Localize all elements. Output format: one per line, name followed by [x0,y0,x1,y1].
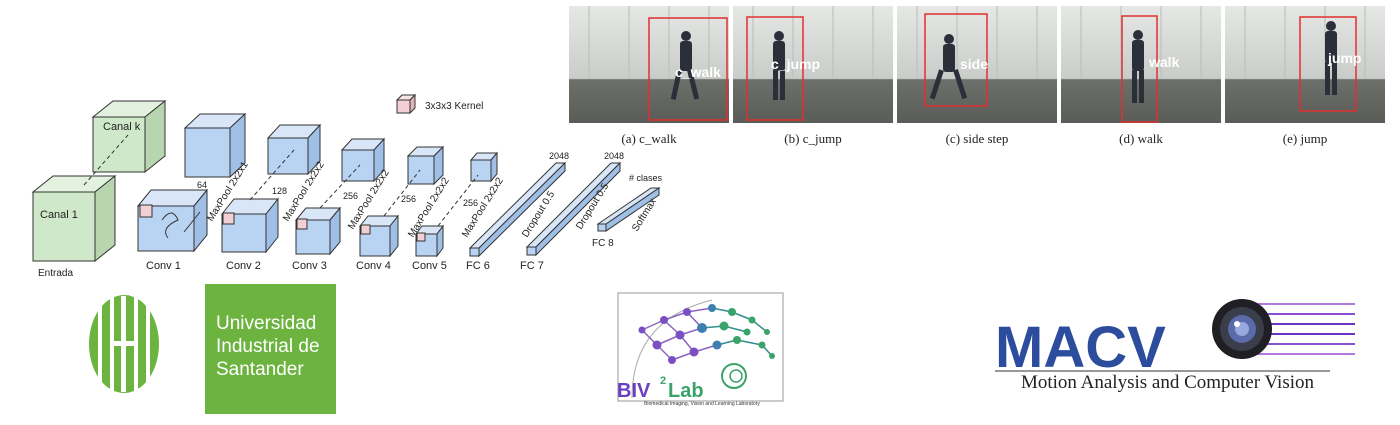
layer-label-conv3: Conv 3 [292,260,327,272]
dim-label-conv3: 256 [343,191,358,201]
channel-k-label: Canal k [103,121,141,133]
uis-emblem-logo [89,295,159,393]
input-cube-k [91,99,167,174]
layer-label-fc8: FC 8 [592,238,614,249]
person-figure [929,34,968,100]
dim-label-conv2: 128 [272,186,287,196]
fc7-bar [525,161,622,257]
frame-caption-c: (c) side step [945,131,1009,146]
dim-label-conv4: 256 [401,194,416,204]
uis-logo-box [205,284,336,414]
frame-caption-e: (e) jump [1282,131,1328,146]
biv2lab-superscript: 2 [660,375,666,387]
video-frame-walk: walk [1061,6,1221,123]
video-frame-jump: jump [1225,6,1385,123]
macv-name: MACV [995,315,1166,380]
person-figure [670,31,700,100]
bounding-box [648,17,728,121]
conv4-block [358,145,445,258]
frame-label-overlay: c_walk [675,64,721,80]
video-frame-side-step: side [897,6,1057,123]
layer-label-conv4: Conv 4 [356,260,391,272]
frame-caption-b: (b) c_jump [784,131,842,146]
uis-logo-line: Universidad [216,313,317,334]
channel-1-label: Canal 1 [40,209,78,221]
conv1-block [136,112,247,253]
uis-logo-text: Universidad Industrial de Santander [216,312,320,381]
kernel-legend-label: 3x3x3 Kernel [425,101,483,112]
frame-label-overlay: side [960,56,988,72]
bounding-box [746,16,804,121]
video-frame-c-walk: c_walk [569,6,729,123]
frame-label-overlay: walk [1148,54,1180,70]
frame-caption-a: (a) c_walk [621,131,677,146]
cnn-diagram: Canal 1 Canal k Entrada 3x3x3 Kernel Con… [31,93,663,279]
dim-label-conv1: 64 [197,180,207,190]
person-figure [773,31,785,100]
frame-label-overlay: c_jump [771,56,820,72]
dim-label-fc8: # clases [629,173,663,183]
bounding-box [924,13,988,107]
conv5-block [415,151,499,258]
bounding-box [1299,16,1357,112]
conv3-block [294,137,386,256]
input-label: Entrada [38,268,73,279]
frame-caption-d: (d) walk [1119,131,1163,146]
layer-label-fc7: FC 7 [520,260,544,272]
video-frame-c-jump: c_jump [733,6,893,123]
uis-logo-line: Industrial de [216,336,320,357]
conv2-block [220,123,322,254]
dim-label-fc6: 2048 [549,151,569,161]
biv2lab-lab: Lab [668,380,704,402]
fc6-bar [468,161,567,258]
biv2lab-name: BIV [617,380,651,402]
macv-logo: MACV [995,299,1355,380]
uis-logo-line: Santander [216,359,304,380]
layer-label-conv1: Conv 1 [146,260,181,272]
frame-label-overlay: jump [1327,50,1361,66]
layer-label-conv5: Conv 5 [412,260,447,272]
biv2lab-logo: BIV 2 Lab [617,292,784,402]
person-figure [1325,21,1337,95]
layer-label-fc6: FC 6 [466,260,490,272]
kernel-legend-cube [395,93,417,115]
person-figure [1132,30,1144,103]
biv2lab-subtitle: Biomedical Imaging, Vision and Learning … [644,401,760,407]
dim-label-conv5: 256 [463,198,478,208]
bounding-box [1121,15,1158,123]
layer-label-conv2: Conv 2 [226,260,261,272]
fc8-bar [596,187,661,232]
macv-subtitle: Motion Analysis and Computer Vision [1020,372,1314,393]
input-cube-1 [31,174,117,263]
dim-label-fc7: 2048 [604,151,624,161]
